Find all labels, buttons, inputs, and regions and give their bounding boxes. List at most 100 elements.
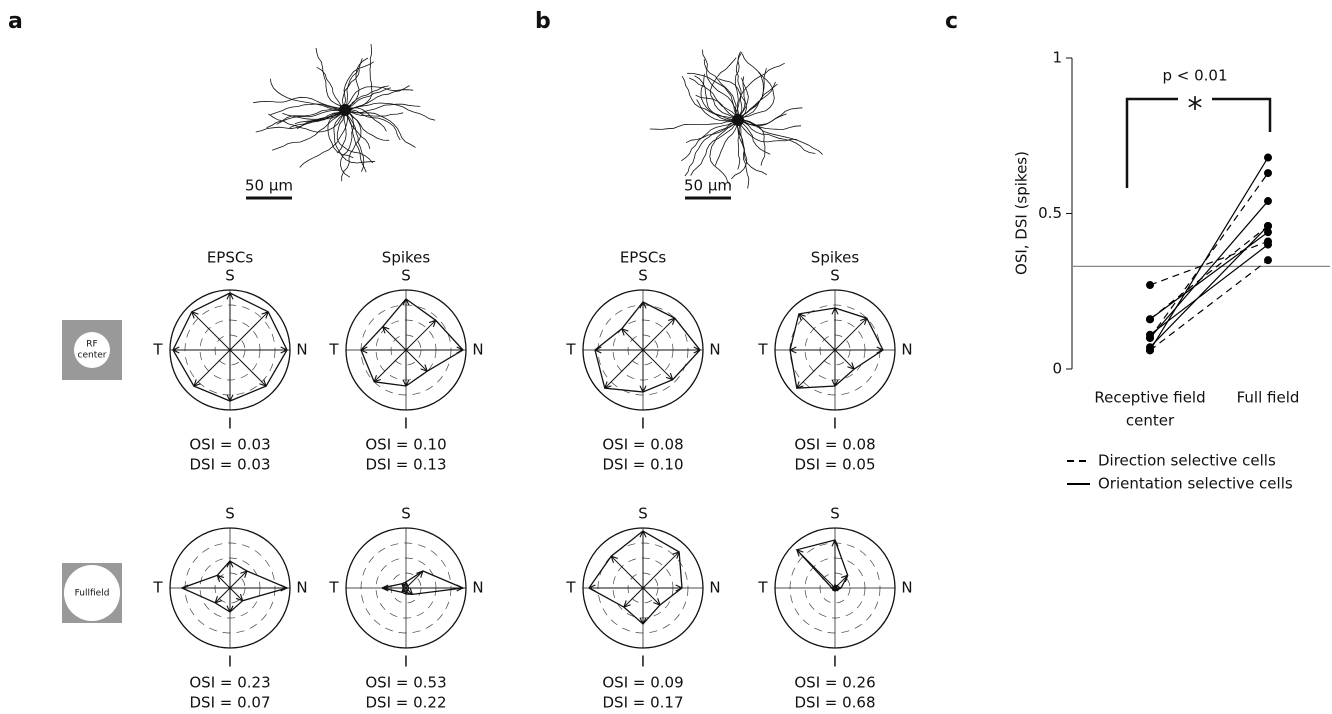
dendrite (343, 61, 374, 111)
selectivity-index: OSI = 0.03 (189, 436, 270, 454)
selectivity-index: DSI = 0.07 (190, 694, 271, 712)
response-arrow (610, 555, 644, 589)
arrow-head (226, 292, 234, 300)
dendrite (735, 51, 743, 121)
arrow-head (259, 379, 267, 387)
selectivity-index: OSI = 0.08 (794, 436, 875, 454)
cell-line (1149, 225, 1269, 320)
dendrite (737, 119, 771, 155)
cell-line (1149, 225, 1269, 348)
dendrite (681, 76, 739, 121)
direction-label: N (472, 579, 483, 597)
response-arrow (216, 574, 231, 589)
direction-label: S (638, 505, 648, 523)
y-tick-label: 1 (1052, 49, 1062, 67)
response-arrow (642, 551, 680, 589)
selectivity-index: DSI = 0.05 (795, 456, 876, 474)
cell-point (1264, 228, 1272, 237)
direction-label: S (401, 505, 411, 523)
dendrite (344, 102, 436, 121)
selectivity-index: DSI = 0.68 (795, 694, 876, 712)
selectivity-index: OSI = 0.09 (602, 674, 683, 692)
direction-label: I (228, 653, 232, 671)
arrow-head (456, 346, 464, 354)
stimulus-label: Fullfield (75, 589, 110, 599)
dendrite (344, 58, 363, 111)
response-arrow (834, 317, 868, 351)
arrow-head (402, 298, 410, 306)
arrow-head (665, 372, 674, 381)
panel-label: b (535, 9, 551, 34)
response-arrow (373, 349, 407, 383)
arrow-head (639, 530, 647, 538)
dendrite (685, 119, 739, 144)
direction-label: I (833, 653, 837, 671)
polar-title: Spikes (382, 249, 431, 267)
arrow-head (610, 555, 618, 563)
tuning-outline (180, 560, 289, 613)
direction-label: S (225, 267, 235, 285)
cell-point (1264, 256, 1272, 265)
direction-label: T (757, 341, 768, 359)
dendrite (316, 66, 346, 111)
cell-line (1149, 231, 1269, 320)
direction-label: T (152, 579, 163, 597)
arrow-head (456, 584, 464, 592)
arrow-head (623, 600, 631, 608)
direction-label: T (328, 579, 339, 597)
direction-label: T (565, 579, 576, 597)
response-arrow (642, 587, 661, 606)
selectivity-index: DSI = 0.17 (603, 694, 684, 712)
direction-label: T (152, 341, 163, 359)
dendrite (681, 119, 739, 162)
dendrite (268, 109, 346, 133)
legend-label: Orientation selective cells (1098, 475, 1293, 493)
selectivity-index: DSI = 0.22 (366, 694, 447, 712)
dendrite (344, 109, 404, 117)
dendrite (344, 109, 367, 173)
response-arrow (642, 349, 674, 381)
response-arrow (193, 349, 231, 387)
scale-bar-label: 50 µm (684, 177, 732, 195)
arrow-head (639, 617, 647, 625)
cell-point (1146, 315, 1154, 324)
dendrite (737, 76, 746, 121)
selectivity-index: OSI = 0.26 (794, 674, 875, 692)
selectivity-index: DSI = 0.03 (190, 456, 271, 474)
direction-label: N (901, 579, 912, 597)
tuning-outline (594, 301, 701, 393)
dendrite (339, 109, 355, 178)
dendrite (737, 81, 776, 121)
dendrite (709, 119, 739, 187)
arrow-head (280, 346, 288, 354)
dendrite (344, 109, 365, 172)
dendrite (344, 103, 421, 114)
arrow-head (798, 313, 806, 321)
selectivity-index: OSI = 0.23 (189, 674, 270, 692)
cell-point (1264, 169, 1272, 178)
response-arrow (229, 587, 244, 602)
y-axis-label: OSI, DSI (spikes) (1013, 151, 1031, 275)
cell-point (1264, 197, 1272, 206)
response-arrow (642, 317, 676, 351)
dendrite (344, 85, 410, 111)
arrow-head (789, 346, 797, 354)
response-arrow (229, 311, 269, 351)
direction-label: I (833, 415, 837, 433)
arrow-head (226, 394, 234, 402)
dendrite (700, 73, 739, 121)
direction-label: N (472, 341, 483, 359)
direction-label: S (401, 267, 411, 285)
direction-label: S (638, 267, 648, 285)
soma (732, 114, 744, 126)
arrow-head (261, 311, 269, 319)
dendrite (336, 109, 347, 154)
direction-label: N (709, 579, 720, 597)
arrow-head (693, 346, 701, 354)
arrow-head (420, 364, 428, 372)
direction-label: I (404, 653, 408, 671)
arrow-head (214, 596, 222, 604)
dendrite (327, 109, 354, 159)
dendrite (299, 109, 349, 168)
dendrite (737, 119, 823, 155)
